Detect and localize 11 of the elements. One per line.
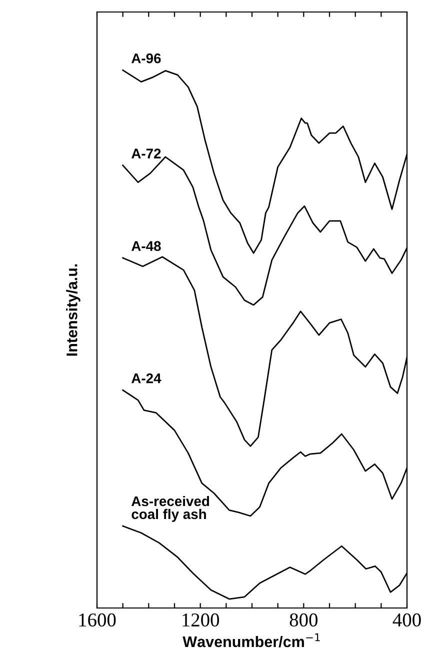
x-tick-label: 400	[392, 613, 421, 627]
series-label: As-received coal fly ash	[132, 496, 209, 522]
series-label: A-24	[132, 373, 162, 384]
x-tick-label: 800	[290, 613, 318, 627]
y-axis-title: Intensity/a.u.	[66, 264, 80, 356]
x-axis-title: Wavenumber/cm$^{−1}$	[182, 633, 320, 648]
series-label: A-72	[132, 148, 161, 158]
x-tick-label: 1200	[182, 613, 220, 627]
x-tick-label: 1600	[79, 613, 116, 627]
series-label: A-48	[132, 241, 161, 251]
series-label: A-96	[132, 53, 161, 64]
